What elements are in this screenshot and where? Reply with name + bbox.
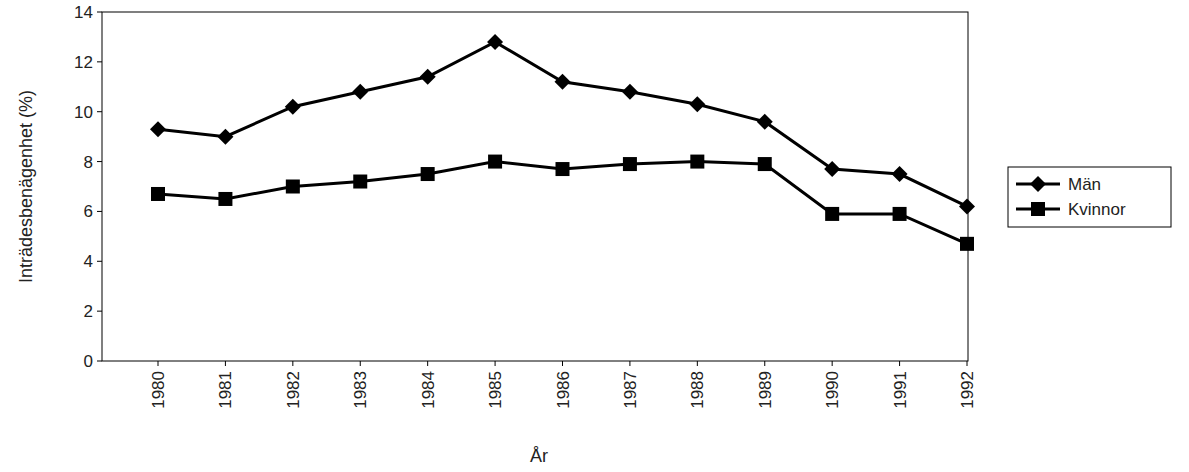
x-tick: [360, 361, 361, 366]
x-tick-label: 1991: [891, 371, 910, 409]
x-tick-label: 1983: [351, 371, 370, 409]
y-tick-label: 14: [74, 3, 93, 22]
plot-area: [150, 34, 975, 251]
y-tick: [97, 361, 102, 362]
y-tick-label: 8: [84, 153, 93, 172]
point: [825, 207, 839, 221]
y-tick-label: 12: [74, 53, 93, 72]
point: [623, 157, 637, 171]
point: [824, 161, 840, 177]
point: [421, 167, 435, 181]
point: [218, 192, 232, 206]
point: [285, 99, 301, 115]
y-tick-label: 10: [74, 103, 93, 122]
y-tick: [97, 12, 102, 13]
series-line: [158, 42, 967, 207]
point: [757, 114, 773, 130]
y-axis-title: Inträdesbenägenhet (%): [16, 90, 36, 283]
y-tick-label: 4: [84, 252, 93, 271]
x-tick-label: 1990: [823, 371, 842, 409]
x-tick-label: 1992: [958, 371, 977, 409]
y-tick: [97, 261, 102, 262]
legend-marker: [1030, 176, 1046, 192]
x-tick: [967, 361, 968, 366]
point: [959, 198, 975, 214]
x-tick: [495, 361, 496, 366]
x-axis-title: År: [530, 446, 548, 466]
point: [622, 84, 638, 100]
point: [352, 84, 368, 100]
x-tick: [292, 361, 293, 366]
point: [892, 166, 908, 182]
point: [487, 34, 503, 50]
y-tick: [97, 161, 102, 162]
x-tick-label: 1988: [688, 371, 707, 409]
x-tick-label: 1987: [621, 371, 640, 409]
point: [758, 157, 772, 171]
y-tick-label: 2: [84, 302, 93, 321]
point: [690, 155, 704, 169]
point: [353, 175, 367, 189]
x-tick-label: 1981: [216, 371, 235, 409]
x-tick: [899, 361, 900, 366]
legend-label: Kvinnor: [1068, 200, 1126, 219]
x-tick: [629, 361, 630, 366]
point: [150, 121, 166, 137]
x-tick-label: 1985: [486, 371, 505, 409]
y-tick: [97, 61, 102, 62]
x-tick: [158, 361, 159, 366]
point: [420, 69, 436, 85]
x-tick: [427, 361, 428, 366]
point: [893, 207, 907, 221]
y-tick-label: 6: [84, 202, 93, 221]
legend: Män Kvinnor: [1008, 167, 1171, 227]
x-tick: [697, 361, 698, 366]
chart: 0 2 4 6 8 10 12 14 1980 1981 1982 1983 1984 1985 1986 1…: [0, 0, 1189, 472]
point: [286, 180, 300, 194]
point: [151, 187, 165, 201]
x-tick: [832, 361, 833, 366]
y-tick: [97, 111, 102, 112]
x-tick-label: 1989: [756, 371, 775, 409]
x-tick: [225, 361, 226, 366]
x-tick: [562, 361, 563, 366]
plot-frame: [102, 12, 968, 361]
point: [960, 237, 974, 251]
legend-box: [1008, 167, 1171, 227]
point: [689, 96, 705, 112]
point: [488, 155, 502, 169]
series-line: [158, 162, 967, 244]
x-tick-label: 1984: [419, 371, 438, 409]
x-tick: [764, 361, 765, 366]
x-tick-label: 1980: [149, 371, 168, 409]
y-tick: [97, 211, 102, 212]
point: [555, 74, 571, 90]
x-tick-label: 1982: [284, 371, 303, 409]
point: [217, 129, 233, 145]
legend-label: Män: [1068, 175, 1101, 194]
y-tick: [97, 311, 102, 312]
point: [556, 162, 570, 176]
y-tick-label: 0: [84, 352, 93, 371]
legend-marker: [1031, 202, 1045, 216]
x-tick-label: 1986: [554, 371, 573, 409]
